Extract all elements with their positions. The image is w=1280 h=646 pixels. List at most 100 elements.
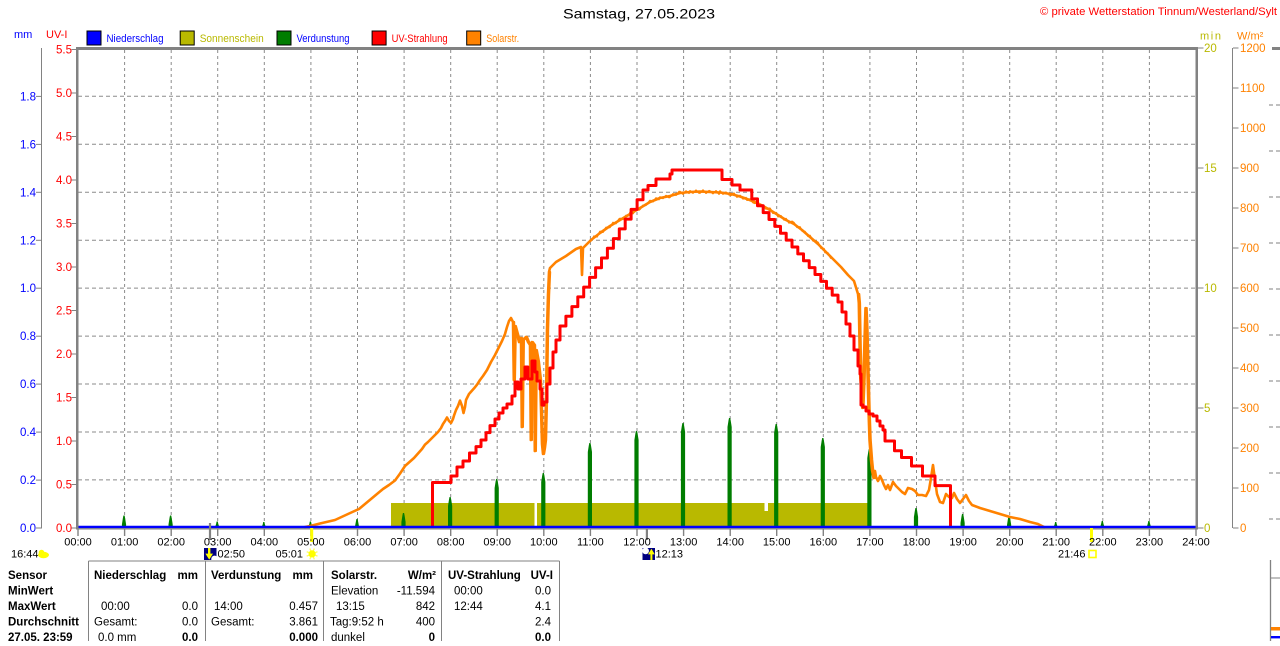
svg-text:19:00: 19:00 [949, 537, 977, 549]
svg-text:05:00: 05:00 [297, 537, 325, 549]
svg-text:Verdunstung: Verdunstung [211, 570, 281, 582]
svg-text:1000: 1000 [1240, 123, 1266, 135]
svg-text:2.4: 2.4 [535, 617, 552, 629]
svg-text:17:00: 17:00 [856, 537, 884, 549]
svg-text:MaxWert: MaxWert [8, 601, 56, 613]
svg-text:10: 10 [1204, 283, 1217, 295]
svg-text:900: 900 [1240, 163, 1259, 175]
svg-text:Sonnenschein: Sonnenschein [200, 33, 264, 45]
svg-text:0.2: 0.2 [20, 475, 36, 487]
svg-text:1.2: 1.2 [20, 235, 36, 247]
svg-text:13:00: 13:00 [670, 537, 698, 549]
svg-text:12:13: 12:13 [656, 549, 684, 561]
svg-text:100: 100 [1240, 483, 1259, 495]
svg-text:12:44: 12:44 [454, 601, 483, 613]
svg-text:22:00: 22:00 [1089, 537, 1117, 549]
svg-text:5.5: 5.5 [56, 45, 72, 57]
svg-text:5: 5 [1204, 403, 1210, 415]
svg-text:4.5: 4.5 [56, 132, 72, 144]
svg-text:W/m²: W/m² [1237, 31, 1264, 43]
svg-text:0.457: 0.457 [289, 601, 318, 613]
svg-text:16:44: 16:44 [11, 549, 39, 561]
svg-text:200: 200 [1240, 443, 1259, 455]
svg-text:0.0: 0.0 [182, 617, 198, 629]
svg-text:20:00: 20:00 [996, 537, 1024, 549]
svg-text:Solarstr.: Solarstr. [486, 33, 519, 45]
svg-text:Tag:9:52 h: Tag:9:52 h [330, 617, 384, 629]
svg-text:07:00: 07:00 [390, 537, 418, 549]
svg-text:400: 400 [1240, 363, 1259, 375]
svg-text:Verdunstung: Verdunstung [297, 33, 350, 45]
svg-text:1200: 1200 [1240, 43, 1266, 55]
svg-text:00:00: 00:00 [101, 601, 130, 613]
svg-text:0.000: 0.000 [289, 632, 318, 641]
svg-text:0.8: 0.8 [20, 331, 36, 343]
svg-text:Gesamt:: Gesamt: [211, 617, 254, 629]
svg-text:20: 20 [1204, 43, 1217, 55]
svg-text:-11.594: -11.594 [397, 586, 436, 598]
svg-text:UV-Strahlung: UV-Strahlung [392, 33, 448, 45]
svg-text:03:00: 03:00 [204, 537, 232, 549]
svg-text:Samstag, 27.05.2023: Samstag, 27.05.2023 [563, 6, 715, 22]
svg-text:0.0: 0.0 [182, 601, 198, 613]
svg-text:1.6: 1.6 [20, 139, 36, 151]
svg-text:0.0 mm: 0.0 mm [98, 632, 136, 641]
svg-text:1.0: 1.0 [20, 283, 36, 295]
svg-text:mm: mm [293, 570, 313, 582]
svg-text:0.0: 0.0 [56, 523, 72, 535]
svg-text:0.0: 0.0 [535, 632, 551, 641]
svg-text:21:00: 21:00 [1042, 537, 1070, 549]
svg-text:Solarstr.: Solarstr. [331, 570, 377, 582]
svg-text:00:00: 00:00 [64, 537, 92, 549]
svg-text:mm: mm [178, 570, 198, 582]
svg-text:Niederschlag: Niederschlag [107, 33, 164, 45]
svg-text:1.0: 1.0 [56, 436, 72, 448]
svg-text:3.861: 3.861 [289, 617, 318, 629]
svg-text:02:50: 02:50 [218, 549, 246, 561]
svg-text:12:00: 12:00 [623, 537, 651, 549]
svg-text:800: 800 [1240, 203, 1259, 215]
svg-text:14:00: 14:00 [716, 537, 744, 549]
svg-text:0.0: 0.0 [182, 632, 198, 641]
svg-text:Elevation: Elevation [331, 586, 378, 598]
svg-text:15:00: 15:00 [763, 537, 791, 549]
svg-text:Durchschnitt: Durchschnitt [8, 617, 79, 629]
svg-text:3.5: 3.5 [56, 219, 72, 231]
svg-text:1.4: 1.4 [20, 187, 37, 199]
svg-text:UV-I: UV-I [531, 570, 553, 582]
svg-text:Niederschlag: Niederschlag [94, 570, 166, 582]
svg-text:01:00: 01:00 [111, 537, 139, 549]
svg-text:1.5: 1.5 [56, 393, 72, 405]
svg-text:21:46: 21:46 [1058, 549, 1086, 561]
svg-text:0.0: 0.0 [20, 523, 36, 535]
svg-text:700: 700 [1240, 243, 1259, 255]
svg-text:dunkel: dunkel [331, 632, 365, 641]
svg-text:16:00: 16:00 [810, 537, 838, 549]
svg-text:08:00: 08:00 [437, 537, 465, 549]
svg-text:min: min [1200, 31, 1221, 43]
svg-text:2.0: 2.0 [56, 349, 72, 361]
svg-text:0.4: 0.4 [20, 427, 37, 439]
svg-text:02:00: 02:00 [157, 537, 185, 549]
svg-text:0.6: 0.6 [20, 379, 36, 391]
svg-text:W/m²: W/m² [408, 570, 436, 582]
svg-text:00:00: 00:00 [454, 586, 483, 598]
svg-text:18:00: 18:00 [903, 537, 931, 549]
svg-text:10:00: 10:00 [530, 537, 558, 549]
svg-text:Sensor: Sensor [8, 570, 48, 582]
svg-text:0.0: 0.0 [535, 586, 551, 598]
svg-text:Gesamt:: Gesamt: [94, 617, 137, 629]
svg-text:0.5: 0.5 [56, 480, 72, 492]
svg-text:UV-I: UV-I [46, 29, 67, 41]
svg-text:3.0: 3.0 [56, 262, 72, 274]
svg-text:14:00: 14:00 [214, 601, 243, 613]
svg-text:300: 300 [1240, 403, 1259, 415]
svg-text:0: 0 [1204, 523, 1210, 535]
svg-text:06:00: 06:00 [344, 537, 372, 549]
svg-text:04:00: 04:00 [251, 537, 279, 549]
svg-text:24:00: 24:00 [1182, 537, 1210, 549]
svg-text:2.5: 2.5 [56, 306, 72, 318]
svg-text:1.8: 1.8 [20, 91, 36, 103]
svg-text:13:15: 13:15 [336, 601, 365, 613]
svg-text:05:01: 05:01 [275, 549, 303, 561]
